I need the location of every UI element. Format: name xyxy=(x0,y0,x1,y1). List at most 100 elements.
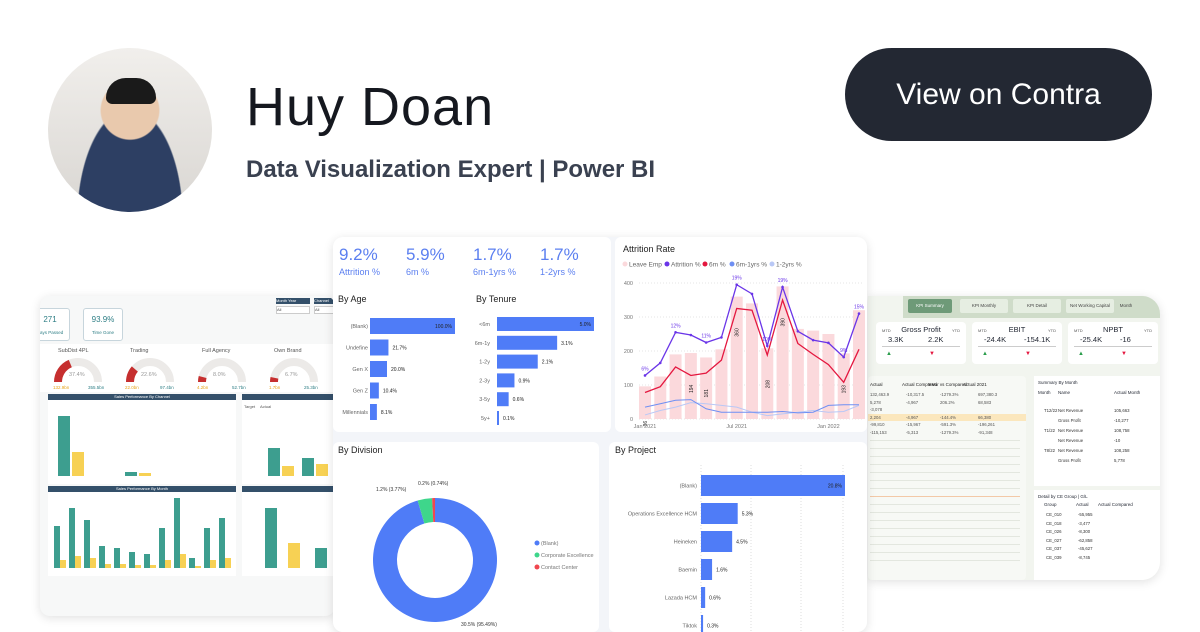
table-header: Actual xyxy=(870,382,883,387)
bar-category-label: Lazada HCM xyxy=(665,596,698,602)
sales-bar xyxy=(225,558,231,568)
chart-title: By Age xyxy=(338,294,367,304)
bar xyxy=(701,615,703,632)
gauge-percent: 22.6% xyxy=(141,372,157,378)
tab-kpi-detail[interactable]: KPI Detail xyxy=(1013,299,1061,313)
bar-data-label: 20.8% xyxy=(828,484,843,490)
divider xyxy=(1074,346,1152,347)
sales-bar xyxy=(268,448,280,476)
x-tick-label: Jan 2022 xyxy=(817,424,840,430)
chart-title: By Project xyxy=(615,445,657,455)
sales-bar xyxy=(120,564,126,568)
bar-data-label: 0.9% xyxy=(518,378,530,384)
gauge-label: SubDist 4PL xyxy=(58,348,89,354)
mtd-value: -25.4K xyxy=(1080,335,1102,344)
gauge-target: 25.3bn xyxy=(304,385,318,390)
table-row-line xyxy=(870,496,1020,497)
table-cell: -4,967 xyxy=(906,400,918,405)
table-cell: -10 xyxy=(1114,438,1120,443)
tab-kpi-monthly[interactable]: KPI Monthly xyxy=(960,299,1008,313)
kpi-card: 271Days Passed xyxy=(40,308,70,341)
bar-data-label: 3.1% xyxy=(561,341,573,347)
gauge-target: 52.7bn xyxy=(232,385,246,390)
bar xyxy=(370,340,388,356)
bar-data-label: 0.6% xyxy=(709,596,721,602)
table-row-line xyxy=(870,536,1020,537)
bar xyxy=(701,503,738,524)
attrition-point xyxy=(674,331,677,334)
kpi-value: 271 xyxy=(40,315,69,324)
table-row-line xyxy=(870,480,1020,481)
avatar xyxy=(48,48,212,212)
table-cell: T12/22 xyxy=(1044,408,1057,413)
sales-bar xyxy=(150,565,156,568)
table-cell: 108,258 xyxy=(1114,448,1130,453)
bar xyxy=(497,355,538,369)
table-row-line xyxy=(870,528,1020,529)
sales-bar xyxy=(165,560,171,568)
bar-category-label: Operations Excellence HCM xyxy=(628,512,698,518)
gauge-fill xyxy=(202,377,203,382)
y-tick-label: 0 xyxy=(630,417,633,423)
filter-dropdown[interactable]: All xyxy=(314,306,334,314)
attrition-point xyxy=(858,312,861,315)
ytd-value: -16 xyxy=(1120,335,1131,344)
table-cell: -1279.3% xyxy=(940,392,958,397)
table-row-line xyxy=(870,472,1020,473)
detail-title: Detail by CE Group | G/L xyxy=(1038,494,1088,499)
tab-net-working-capital[interactable]: Net Working Capital xyxy=(1066,299,1114,313)
tab-kpi-summary[interactable]: KPI Summary xyxy=(908,299,952,313)
legend-marker xyxy=(770,262,775,267)
table-row-line xyxy=(870,560,1020,561)
table-cell: CE_039 xyxy=(1046,555,1062,560)
table-header: Actual Compared xyxy=(1098,502,1133,507)
sales-bar xyxy=(90,558,96,568)
view-on-contra-button[interactable]: View on Contra xyxy=(845,48,1152,141)
bar-category-label: Heineken xyxy=(674,540,697,546)
bar-data-label: 390 xyxy=(781,318,787,327)
attrition-point xyxy=(827,342,830,345)
leave-emp-bar xyxy=(777,286,789,419)
legend-label: Corporate Excellence xyxy=(541,553,594,559)
point-label: 9% xyxy=(840,348,848,354)
table-cell: CE_018 xyxy=(1046,521,1062,526)
attrition-point xyxy=(705,341,708,344)
bar xyxy=(497,392,509,406)
table-cell: CE_010 xyxy=(1046,512,1062,517)
table-cell: 697,380.3 xyxy=(978,392,997,397)
legend-marker xyxy=(535,553,540,558)
attrition-point xyxy=(659,362,662,365)
attrition-point xyxy=(751,293,754,296)
table-cell: -62,858 xyxy=(1078,538,1093,543)
table-cell: CE_027 xyxy=(1046,538,1062,543)
table-cell: CE_037 xyxy=(1046,546,1062,551)
table-row-line xyxy=(870,552,1020,553)
legend-marker xyxy=(623,262,628,267)
bar-category-label: 5y+ xyxy=(481,416,490,422)
legend-label: Contact Center xyxy=(541,565,578,571)
table-row-line xyxy=(870,504,1020,505)
filter-label: Month Year xyxy=(276,298,310,304)
sales-bar xyxy=(139,473,151,476)
sales-bar xyxy=(72,452,84,476)
table-cell: -15,967 xyxy=(906,422,921,427)
sales-bar xyxy=(195,566,201,568)
y-tick-label: 100 xyxy=(624,383,633,389)
down-triangle-icon: ▼ xyxy=(1121,351,1127,357)
table-cell: Net Revenue xyxy=(1058,408,1083,413)
chart-title: By Division xyxy=(338,445,383,455)
summary-title: Summary By Month xyxy=(1038,380,1078,385)
profile-title: Data Visualization Expert | Power BI xyxy=(246,156,655,184)
bar xyxy=(497,373,514,387)
table-header: %Var vs Compared xyxy=(928,382,967,387)
table-row-line xyxy=(870,448,1020,449)
table-cell: 5,778 xyxy=(1114,458,1125,463)
tab-month[interactable]: Month xyxy=(1115,299,1137,313)
mtd-label: MTD xyxy=(1074,328,1083,333)
table-row-line xyxy=(870,456,1020,457)
filter-dropdown[interactable]: All xyxy=(276,306,310,314)
bar-data-label: 181 xyxy=(704,389,710,398)
gauge-actual: 1.7bn xyxy=(269,385,280,390)
